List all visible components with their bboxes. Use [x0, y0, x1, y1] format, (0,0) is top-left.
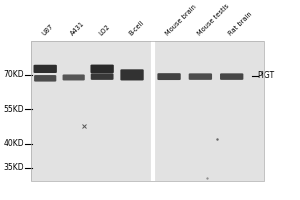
Text: Rat brain: Rat brain — [227, 10, 254, 36]
FancyBboxPatch shape — [91, 65, 114, 73]
FancyBboxPatch shape — [91, 73, 113, 80]
Text: 55KD: 55KD — [3, 105, 24, 114]
Text: Mouse brain: Mouse brain — [165, 3, 198, 36]
FancyBboxPatch shape — [158, 73, 181, 80]
FancyBboxPatch shape — [120, 69, 144, 80]
FancyBboxPatch shape — [63, 74, 85, 80]
FancyBboxPatch shape — [31, 41, 264, 181]
FancyBboxPatch shape — [220, 73, 243, 80]
Text: U87: U87 — [41, 23, 55, 36]
Text: 70KD: 70KD — [3, 70, 24, 79]
Text: LO2: LO2 — [98, 23, 111, 36]
FancyBboxPatch shape — [189, 73, 212, 80]
Text: 35KD: 35KD — [3, 163, 24, 172]
Text: B-cell: B-cell — [128, 19, 145, 36]
FancyBboxPatch shape — [34, 75, 56, 82]
Text: 40KD: 40KD — [3, 139, 24, 148]
Text: A431: A431 — [69, 20, 86, 36]
Text: PIGT: PIGT — [257, 71, 274, 80]
FancyBboxPatch shape — [34, 65, 57, 73]
Text: Mouse testis: Mouse testis — [196, 2, 230, 36]
